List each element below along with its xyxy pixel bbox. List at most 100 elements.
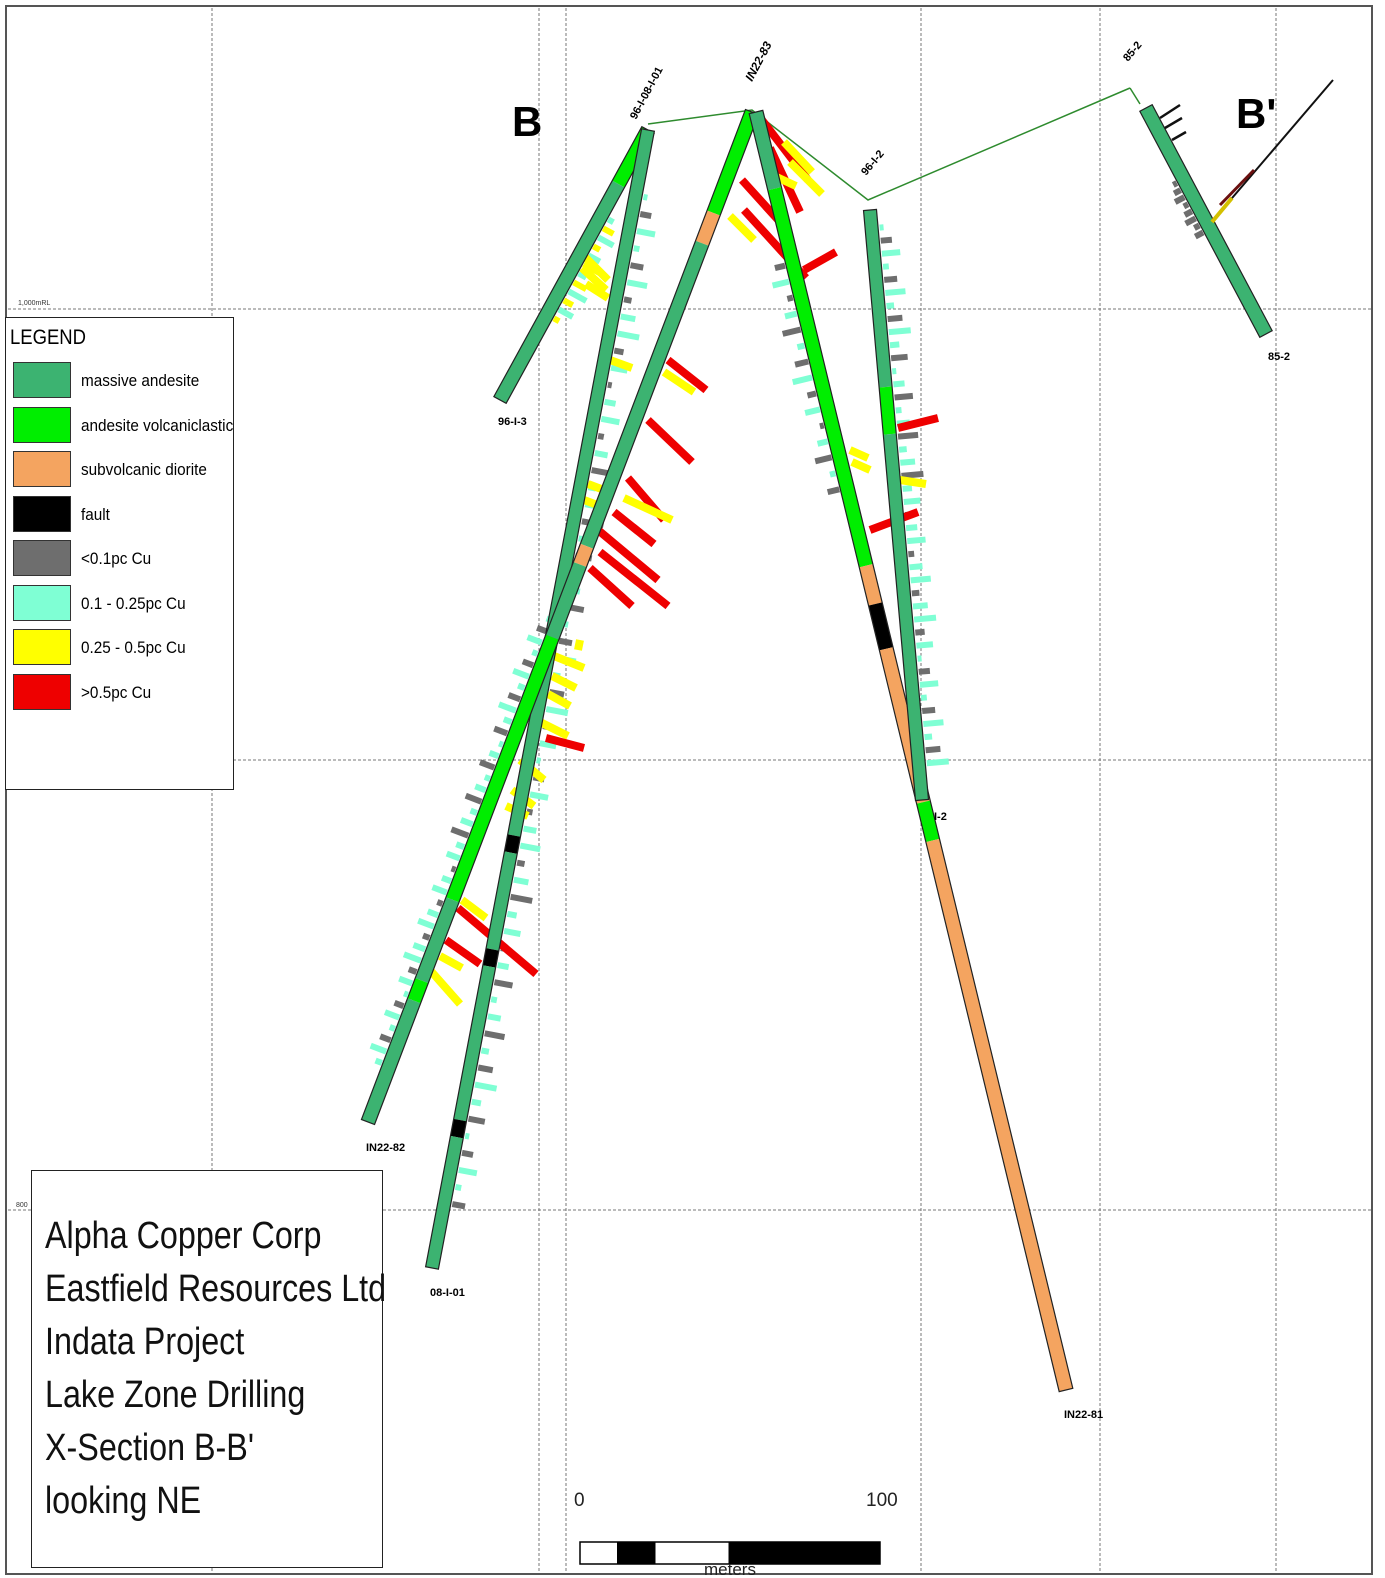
assay-bar-129 [417,917,435,930]
scale-bar-unit: meters [704,1560,756,1578]
assay-bar-41 [510,893,533,904]
legend-title: LEGEND [10,326,86,349]
title-block: Alpha Copper Corp Eastfield Resources Lt… [31,1170,386,1568]
assay-bar-156 [829,470,837,478]
hole-08-I-01-interval-2 [486,851,518,951]
assay-bar-148 [796,342,806,351]
legend-swatch [13,451,71,487]
assay-bar-92 [916,641,934,649]
assay-bar-33 [535,757,542,764]
assay-bar-1 [639,211,652,220]
assay-bar-123 [445,850,461,862]
legend-label: subvolcanic diorite [81,460,207,479]
hole-85-2-interval-0 [1139,104,1273,338]
assay-bar-128 [426,908,440,919]
assay-bar-30 [545,706,569,717]
assay-bar-61 [880,236,893,244]
hole-IN22-82-interval-0 [707,109,759,216]
assay-bar-144 [771,278,790,289]
assay-histograms [369,117,1205,1210]
assay-bar-11 [607,381,613,389]
hole-label-IN22-83: IN22-83 [742,39,775,84]
legend-label: fault [81,505,110,524]
legend-swatch [13,629,71,665]
hole-label-96-I-2: 96-I-2 [859,148,887,178]
assay-bar-10 [610,364,628,374]
assay-bar-83 [905,524,918,532]
assay-bar-206 [550,672,578,692]
hole-08-I-01-interval-5 [450,1118,467,1139]
assay-bar-215 [443,936,483,968]
assay-bar-152 [804,406,821,416]
assay-bar-13 [600,415,620,426]
legend-swatch [13,585,71,621]
assay-bar-7 [620,313,636,323]
assay-bar-46 [493,979,514,989]
assay-bar-98 [923,719,944,728]
assay-bar-194 [727,213,757,243]
assay-bar-180 [661,368,697,396]
assay-bar-158 [1171,180,1179,188]
assay-bar-47 [490,996,498,1004]
assay-bar-87 [910,575,932,584]
assay-bar-185 [595,526,661,584]
assay-bar-59 [451,1201,466,1210]
hole-08-I-01 [424,128,656,1270]
assay-bar-138 [388,1024,396,1032]
assay-bar-146 [784,310,798,320]
assay-bar-169 [591,243,602,253]
assay-bar-116 [483,774,491,782]
assay-bar-168 [596,234,615,249]
title-line-orientation: looking NE [45,1480,202,1522]
assay-bar-49 [484,1030,506,1041]
hole-IN22-82-interval-4 [545,561,587,640]
hole-IN22-82-interval-2 [580,240,709,549]
hole-label-96-I-01: 96-I-08-I-01 [628,65,666,121]
assay-bar-32 [539,740,557,750]
legend-label: >0.5pc Cu [81,683,152,702]
assay-bar-217 [427,967,463,1007]
assay-bar-42 [506,910,518,919]
assay-bar-66 [886,302,895,310]
section-label-b: B [512,98,542,145]
assay-bar-106 [521,658,535,669]
assay-bar-127 [436,899,444,907]
legend-swatch [13,407,71,443]
assay-bar-140 [369,1042,388,1055]
assay-bar-5 [626,279,648,289]
assay-bar-81 [903,497,921,505]
assay-bar-26 [558,637,573,647]
assay-bar-166 [606,216,615,225]
assay-bar-70 [890,353,908,362]
hole-IN22-81-interval-3 [868,602,894,651]
assay-bar-84 [906,536,926,545]
assay-bar-0 [642,193,648,201]
assay-bar-100 [925,745,941,754]
hole-IN22-81-interval-2 [859,564,883,606]
assay-bar-55 [464,1132,470,1140]
assay-bar-175 [562,297,575,308]
assay-bar-135 [402,990,409,998]
hole-85-2 [1139,103,1273,339]
hole-08-I-01-interval-4 [453,965,496,1122]
legend-swatch [13,496,71,532]
assay-bar-154 [816,438,829,447]
assay-bar-43 [503,927,521,937]
hole-label-IN22-82: IN22-82 [366,1142,405,1154]
assay-bar-105 [531,649,539,657]
assay-bar-160 [1173,194,1186,205]
assay-bar-162 [1183,208,1194,218]
assay-bar-141 [374,1057,383,1066]
assay-bar-64 [883,275,898,283]
assay-bar-91 [915,628,925,636]
scale-bar-start: 0 [574,1490,585,1511]
assay-bar-120 [459,817,474,828]
legend-item-massive-andesite: massive andesite [13,362,229,400]
assay-bar-216 [438,952,464,972]
hole-96-I-3-interval-1 [493,180,625,404]
assay-bar-115 [478,759,496,771]
assay-bar-122 [455,841,466,850]
assay-bar-174 [567,288,588,304]
assay-bar-69 [889,341,900,349]
assay-bar-103 [536,624,548,635]
